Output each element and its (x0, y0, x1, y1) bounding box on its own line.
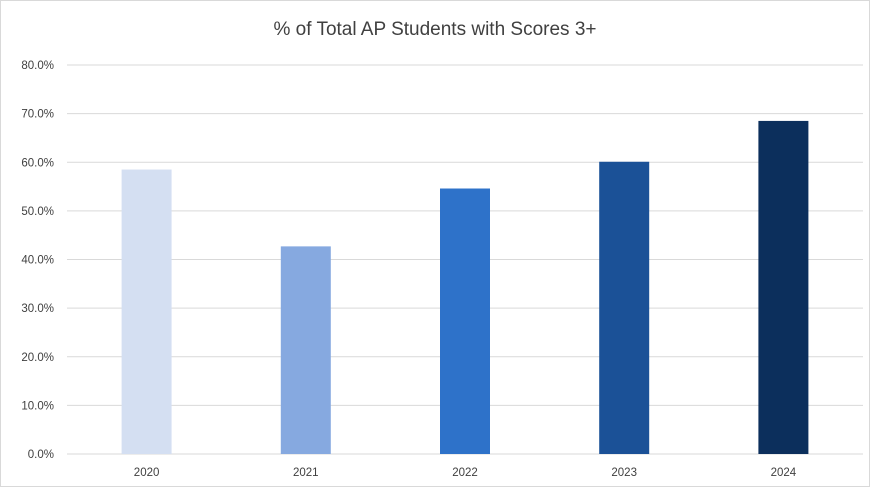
y-tick-label: 20.0% (21, 352, 54, 364)
x-tick-label: 2021 (293, 467, 319, 479)
bar-2021 (280, 246, 331, 454)
y-tick-label: 30.0% (21, 303, 54, 315)
y-tick-label: 80.0% (21, 60, 54, 72)
bar-2022 (440, 188, 490, 454)
y-tick-label: 40.0% (21, 255, 54, 267)
bar-2020 (121, 169, 172, 454)
x-tick-label: 2022 (452, 467, 478, 479)
chart-title: % of Total AP Students with Scores 3+ (273, 19, 597, 40)
y-tick-label: 50.0% (21, 206, 54, 218)
x-axis-ticks: 2020 2021 2022 2023 2024 (134, 467, 797, 479)
y-tick-label: 10.0% (21, 400, 54, 412)
bars (121, 120, 809, 455)
x-tick-label: 2024 (771, 467, 797, 479)
y-tick-label: 70.0% (21, 109, 54, 121)
x-tick-label: 2023 (611, 467, 637, 479)
bar-2024 (758, 120, 809, 454)
bar-2023 (599, 161, 650, 455)
x-tick-label: 2020 (134, 467, 160, 479)
y-tick-label: 0.0% (28, 449, 54, 461)
y-axis-ticks: 0.0% 10.0% 20.0% 30.0% 40.0% 50.0% 60.0% 70.0% 8… (21, 60, 54, 461)
y-tick-label: 60.0% (21, 157, 54, 169)
